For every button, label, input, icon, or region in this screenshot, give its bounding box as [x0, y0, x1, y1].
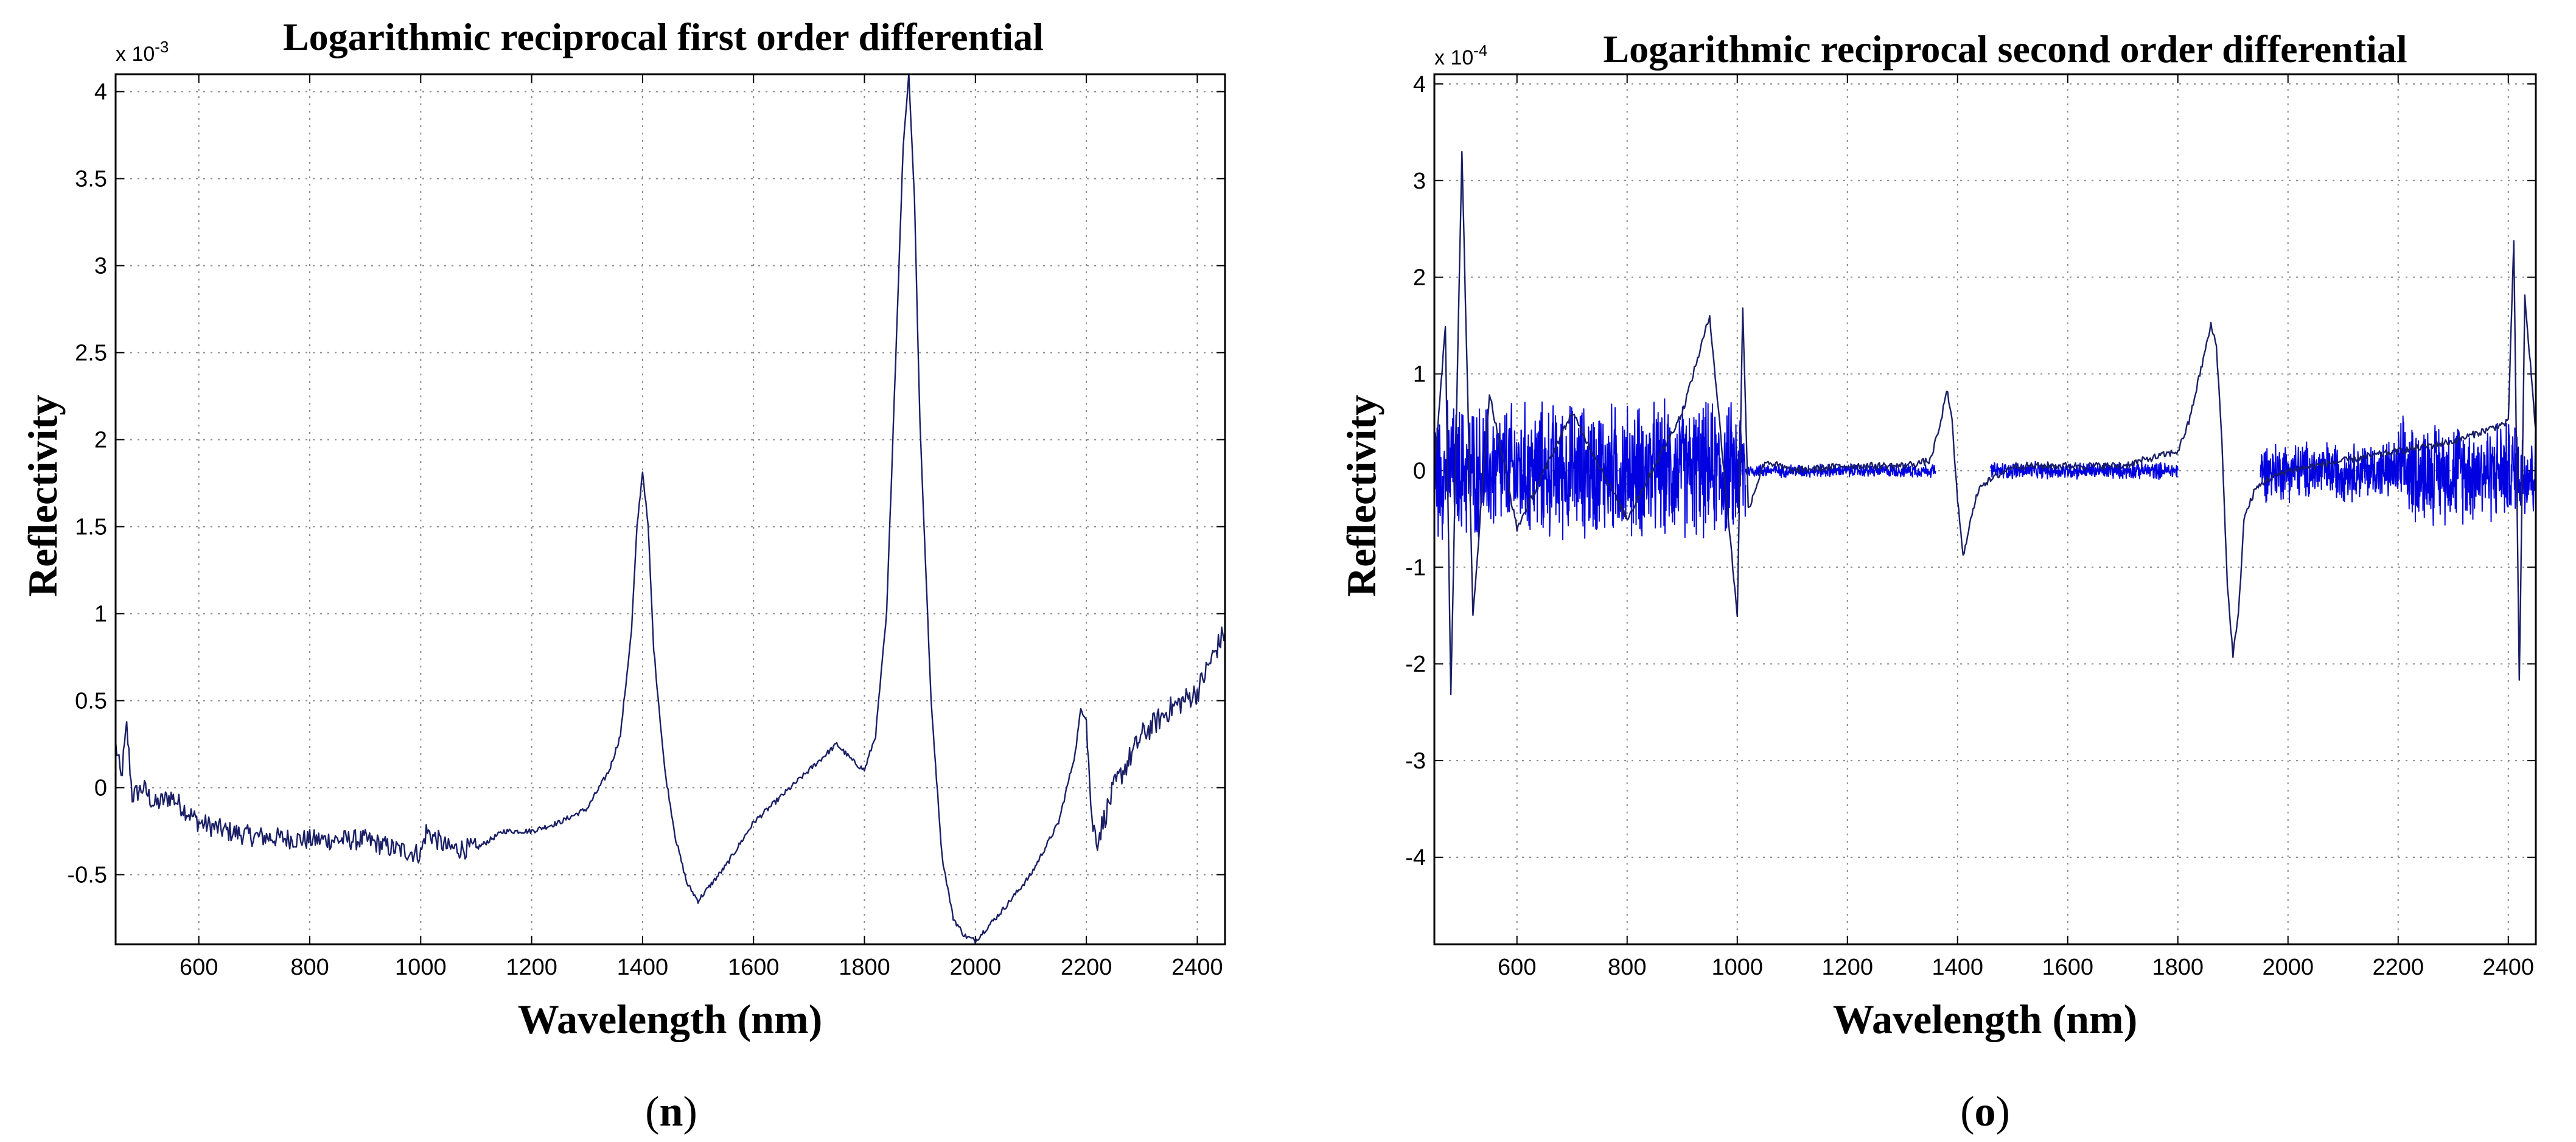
x-tick-label: 1600 — [2042, 955, 2093, 980]
chart-title: Logarithmic reciprocal first order diffe… — [283, 15, 1044, 58]
y-tick-labels: -0.5 0 0.5 1 1.5 2 2.5 3 3.5 4 — [68, 80, 107, 888]
x-tick-label: 2400 — [2482, 955, 2534, 980]
x-tick-label: 1800 — [839, 955, 890, 980]
y-tick-label: 4 — [94, 80, 107, 105]
y-tick-label: 3.5 — [75, 167, 107, 192]
y-tick-label: -4 — [1405, 845, 1426, 871]
x-tick-label: 2400 — [1171, 955, 1223, 980]
x-tick-label: 2000 — [950, 955, 1002, 980]
y-exponent-base: x 10 — [1434, 46, 1473, 69]
x-tick-label: 2000 — [2262, 955, 2314, 980]
x-tick-label: 1200 — [1821, 955, 1873, 980]
x-tick-label: 1800 — [2152, 955, 2204, 980]
grid — [116, 74, 1225, 944]
series-line — [116, 74, 1225, 944]
x-axis-label: Wavelength (nm) — [1833, 996, 2138, 1042]
noise-band — [1434, 398, 1747, 541]
noise-band — [2397, 415, 2536, 526]
y-exponent-power: -4 — [1473, 41, 1487, 60]
x-tick-label: 1000 — [1711, 955, 1763, 980]
x-axis-label: Wavelength (nm) — [518, 996, 823, 1042]
x-tick-label: 600 — [180, 955, 218, 980]
x-tick-label: 600 — [1498, 955, 1536, 980]
chart-title: Logarithmic reciprocal second order diff… — [1603, 27, 2407, 71]
x-tick-label: 1400 — [1932, 955, 1983, 980]
y-exponent-label: x 10-3 — [116, 38, 169, 66]
y-tick-label: -0.5 — [68, 863, 107, 888]
x-tick-labels: 600 800 1000 1200 1400 1600 1800 2000 2200 2400 — [1498, 955, 2534, 980]
noise-band — [1745, 462, 1936, 478]
y-tick-labels: -4 -3 -2 -1 0 1 2 3 4 — [1405, 72, 1426, 871]
y-tick-label: 1 — [94, 602, 107, 627]
y-tick-label: -2 — [1405, 652, 1426, 677]
caption-letter: o — [1975, 1088, 1996, 1135]
y-tick-label: 0 — [94, 776, 107, 801]
x-tick-labels: 600 800 1000 1200 1400 1600 1800 2000 2200 2400 — [180, 955, 1223, 980]
y-tick-label: 1 — [1413, 362, 1426, 388]
y-tick-label: 0 — [1413, 458, 1426, 484]
chart-panel-o: Logarithmic reciprocal second order diff… — [1338, 27, 2537, 1135]
caption-n: (n) — [645, 1088, 697, 1135]
y-exponent-power: -3 — [155, 38, 169, 56]
caption-letter: n — [660, 1088, 683, 1135]
x-tick-label: 800 — [1608, 955, 1646, 980]
y-tick-label: -3 — [1405, 748, 1426, 774]
plot-frame — [114, 73, 1226, 945]
caption-o: (o) — [1960, 1088, 2010, 1135]
y-tick-label: 0.5 — [75, 689, 107, 714]
chart-panel-n: Logarithmic reciprocal first order diffe… — [19, 15, 1226, 1135]
y-tick-label: 1.5 — [75, 515, 107, 540]
x-tick-label: 2200 — [2372, 955, 2424, 980]
y-axis-label: Reflectivity — [19, 395, 66, 597]
y-exponent-base: x 10 — [116, 43, 155, 66]
noise-band — [1990, 461, 2179, 481]
x-tick-label: 1200 — [506, 955, 557, 980]
y-axis-label: Reflectivity — [1338, 395, 1384, 597]
plot-area — [1434, 151, 2536, 695]
y-tick-label: 3 — [94, 254, 107, 279]
x-tick-label: 1400 — [617, 955, 669, 980]
plot-frame — [1433, 73, 2537, 945]
axis-ticks — [116, 74, 1225, 944]
series-line — [1434, 151, 2536, 695]
y-tick-label: 2 — [1413, 265, 1426, 291]
y-tick-label: 2.5 — [75, 341, 107, 366]
x-tick-label: 1600 — [728, 955, 780, 980]
x-tick-label: 800 — [290, 955, 329, 980]
x-tick-label: 1000 — [395, 955, 447, 980]
grid — [1434, 74, 2536, 944]
y-tick-label: 2 — [94, 428, 107, 453]
y-tick-label: 4 — [1413, 72, 1426, 97]
y-exponent-label: x 10-4 — [1434, 41, 1487, 69]
noise-band — [2260, 441, 2399, 504]
x-tick-label: 2200 — [1061, 955, 1112, 980]
y-tick-label: 3 — [1413, 169, 1426, 194]
plot-area — [116, 74, 1225, 944]
y-tick-label: -1 — [1405, 555, 1426, 580]
